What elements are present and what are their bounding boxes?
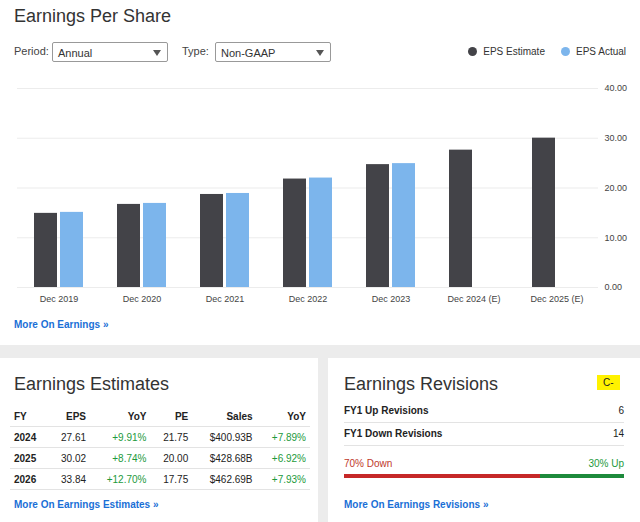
html-text:2025: 2025: [14, 452, 37, 464]
html-text:$462.69B: $462.69B: [209, 473, 253, 485]
html-text:PE: PE: [174, 410, 189, 422]
svg-text:20.00: 20.00: [605, 183, 628, 193]
html-text:Period:: Period:: [14, 45, 49, 57]
html-text:Earnings Estimates: Earnings Estimates: [14, 374, 170, 394]
html-text:$428.68B: $428.68B: [209, 452, 253, 464]
html-text:FY1 Up Revisions: FY1 Up Revisions: [344, 405, 429, 416]
html-text:YoY: YoY: [127, 410, 147, 422]
html-text:30.02: 30.02: [61, 452, 86, 464]
html-text:$400.93B: $400.93B: [209, 431, 253, 443]
svg-text:30.00: 30.00: [605, 133, 628, 143]
svg-text:40.00: 40.00: [605, 83, 628, 93]
html-text:Sales: Sales: [226, 410, 253, 422]
html-text:More On Earnings »: More On Earnings »: [14, 319, 109, 330]
html-text:FY1 Down Revisions: FY1 Down Revisions: [344, 428, 443, 439]
html-text:FY: FY: [14, 410, 27, 422]
svg-text:Dec 2025 (E): Dec 2025 (E): [530, 294, 583, 304]
html-text:+7.93%: +7.93%: [271, 473, 306, 485]
svg-text:Dec 2019: Dec 2019: [40, 294, 79, 304]
html-text:Earnings Revisions: Earnings Revisions: [344, 374, 499, 394]
svg-text:0.00: 0.00: [605, 282, 623, 292]
html-text:More On Earnings Estimates »: More On Earnings Estimates »: [14, 499, 159, 510]
html-text:33.84: 33.84: [61, 473, 86, 485]
html-text:2024: 2024: [14, 431, 37, 443]
svg-text:Dec 2021: Dec 2021: [206, 294, 245, 304]
svg-text:Dec 2023: Dec 2023: [372, 294, 411, 304]
html-text:17.75: 17.75: [163, 473, 189, 485]
html-text:EPS Estimate: EPS Estimate: [483, 46, 545, 57]
html-text:EPS: EPS: [66, 410, 86, 422]
html-text:14: 14: [612, 428, 624, 439]
html-text:More On Earnings Revisions »: More On Earnings Revisions »: [344, 499, 489, 510]
html-text:20.00: 20.00: [163, 452, 189, 464]
html-text:Earnings Per Share: Earnings Per Share: [14, 6, 172, 26]
html-text:+8.74%: +8.74%: [112, 452, 147, 464]
svg-text:Dec 2020: Dec 2020: [123, 294, 162, 304]
html-text:Annual: Annual: [58, 47, 93, 59]
html-text:YoY: YoY: [287, 410, 306, 422]
html-text:+12.70%: +12.70%: [106, 473, 147, 485]
html-text:Type:: Type:: [182, 45, 209, 57]
html-text:30% Up: 30% Up: [588, 458, 624, 469]
html-text:2026: 2026: [14, 473, 37, 485]
html-text:+9.91%: +9.91%: [112, 431, 147, 443]
svg-text:Dec 2024 (E): Dec 2024 (E): [447, 294, 500, 304]
html-text:+6.92%: +6.92%: [271, 452, 306, 464]
html-text:27.61: 27.61: [61, 431, 86, 443]
html-text:21.75: 21.75: [163, 431, 189, 443]
html-text:70% Down: 70% Down: [344, 458, 393, 469]
html-text:Non-GAAP: Non-GAAP: [221, 47, 276, 59]
html-text:C-: C-: [603, 377, 614, 388]
html-text:+7.89%: +7.89%: [271, 431, 306, 443]
html-text:EPS Actual: EPS Actual: [576, 46, 626, 57]
html-text:6: 6: [618, 405, 624, 416]
svg-text:10.00: 10.00: [605, 233, 628, 243]
svg-text:Dec 2022: Dec 2022: [289, 294, 328, 304]
